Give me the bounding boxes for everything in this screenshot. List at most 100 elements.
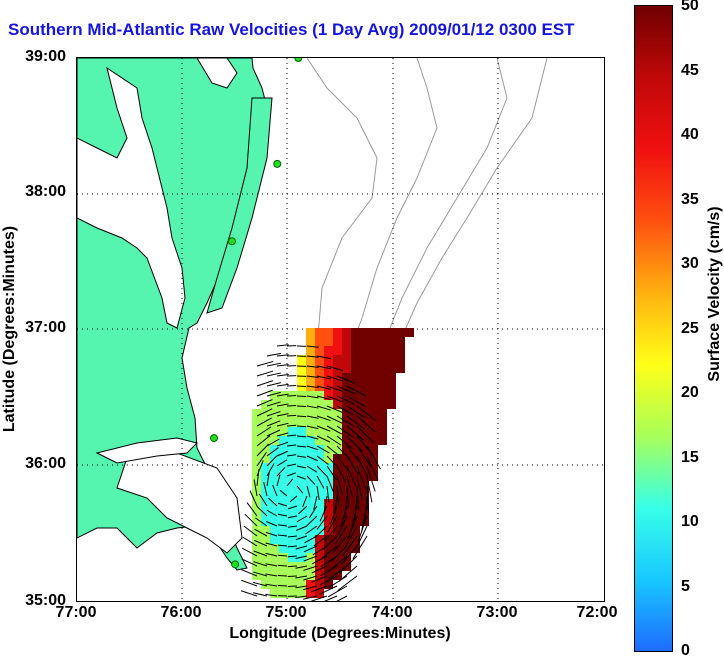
velocity-cell bbox=[270, 589, 279, 598]
velocity-cell bbox=[297, 373, 306, 382]
velocity-cell bbox=[252, 409, 261, 418]
velocity-cell bbox=[297, 427, 306, 436]
velocity-cell bbox=[333, 355, 342, 364]
velocity-cell bbox=[306, 427, 315, 436]
velocity-cell bbox=[378, 364, 387, 373]
velocity-cell bbox=[261, 445, 270, 454]
velocity-cell bbox=[252, 472, 261, 481]
colorbar-tick: 50 bbox=[681, 0, 699, 15]
velocity-cell bbox=[387, 382, 396, 391]
velocity-cell bbox=[387, 364, 396, 373]
velocity-cell bbox=[360, 373, 369, 382]
y-tick-label: 39:00 bbox=[25, 48, 66, 66]
velocity-cell bbox=[279, 472, 288, 481]
velocity-cell bbox=[378, 355, 387, 364]
velocity-cell bbox=[333, 499, 342, 508]
velocity-cell bbox=[387, 337, 396, 346]
velocity-cell bbox=[360, 382, 369, 391]
velocity-cell bbox=[306, 373, 315, 382]
colorbar-tick: 35 bbox=[681, 191, 699, 209]
velocity-cell bbox=[297, 499, 306, 508]
velocity-cell bbox=[351, 472, 360, 481]
velocity-cell bbox=[387, 400, 396, 409]
colorbar-tick: 10 bbox=[681, 513, 699, 531]
velocity-vector bbox=[277, 345, 289, 346]
velocity-cell bbox=[351, 382, 360, 391]
velocity-cell bbox=[261, 562, 270, 571]
velocity-cell bbox=[324, 346, 333, 355]
velocity-cell bbox=[252, 481, 261, 490]
velocity-cell bbox=[396, 364, 405, 373]
velocity-cell bbox=[378, 337, 387, 346]
y-tick-label: 38:00 bbox=[25, 183, 66, 201]
velocity-cell bbox=[369, 346, 378, 355]
velocity-cell bbox=[306, 337, 315, 346]
velocity-cell bbox=[270, 535, 279, 544]
velocity-field bbox=[252, 328, 414, 598]
velocity-cell bbox=[351, 373, 360, 382]
velocity-cell bbox=[297, 436, 306, 445]
velocity-cell bbox=[288, 571, 297, 580]
velocity-cell bbox=[288, 427, 297, 436]
radar-station-marker bbox=[295, 58, 302, 62]
velocity-cell bbox=[324, 355, 333, 364]
velocity-cell bbox=[315, 418, 324, 427]
radar-station-marker bbox=[211, 435, 218, 442]
velocity-vector bbox=[287, 415, 296, 416]
velocity-vector bbox=[288, 556, 297, 557]
velocity-cell bbox=[288, 553, 297, 562]
velocity-cell bbox=[378, 328, 387, 337]
velocity-cell bbox=[297, 364, 306, 373]
velocity-cell bbox=[279, 589, 288, 598]
velocity-cell bbox=[333, 346, 342, 355]
velocity-cell bbox=[306, 346, 315, 355]
velocity-cell bbox=[360, 409, 369, 418]
velocity-cell bbox=[288, 400, 297, 409]
velocity-cell bbox=[315, 337, 324, 346]
velocity-cell bbox=[378, 382, 387, 391]
velocity-cell bbox=[297, 454, 306, 463]
x-tick-label: 77:00 bbox=[56, 604, 97, 622]
velocity-cell bbox=[360, 355, 369, 364]
x-tick-label: 74:00 bbox=[372, 604, 413, 622]
colorbar-tick: 20 bbox=[681, 384, 699, 402]
velocity-cell bbox=[279, 409, 288, 418]
x-tick-label: 75:00 bbox=[266, 604, 307, 622]
velocity-cell bbox=[306, 490, 315, 499]
x-tick-label: 76:00 bbox=[161, 604, 202, 622]
velocity-cell bbox=[369, 391, 378, 400]
velocity-cell bbox=[387, 373, 396, 382]
velocity-cell bbox=[378, 427, 387, 436]
x-tick-label: 73:00 bbox=[477, 604, 518, 622]
velocity-cell bbox=[342, 364, 351, 373]
velocity-cell bbox=[396, 328, 405, 337]
velocity-cell bbox=[288, 544, 297, 553]
velocity-cell bbox=[396, 355, 405, 364]
velocity-vector bbox=[277, 365, 289, 366]
velocity-cell bbox=[270, 472, 279, 481]
velocity-cell bbox=[261, 535, 270, 544]
velocity-cell bbox=[279, 580, 288, 589]
velocity-cell bbox=[270, 580, 279, 589]
velocity-cell bbox=[387, 346, 396, 355]
velocity-cell bbox=[270, 490, 279, 499]
colorbar-tick: 15 bbox=[681, 449, 699, 467]
velocity-cell bbox=[387, 391, 396, 400]
velocity-cell bbox=[378, 346, 387, 355]
colorbar-label: Surface Velocity (cm/s) bbox=[706, 169, 724, 419]
velocity-cell bbox=[279, 553, 288, 562]
velocity-cell bbox=[342, 472, 351, 481]
radar-station-marker bbox=[232, 561, 239, 568]
velocity-cell bbox=[297, 481, 306, 490]
radar-station-marker bbox=[228, 238, 235, 245]
velocity-cell bbox=[324, 418, 333, 427]
velocity-vector bbox=[278, 575, 287, 576]
velocity-cell bbox=[351, 337, 360, 346]
velocity-cell bbox=[369, 355, 378, 364]
velocity-vector bbox=[297, 406, 306, 407]
velocity-vector bbox=[278, 565, 287, 566]
radar-station-marker bbox=[274, 160, 281, 167]
velocity-cell bbox=[333, 328, 342, 337]
velocity-cell bbox=[378, 409, 387, 418]
velocity-cell bbox=[369, 382, 378, 391]
